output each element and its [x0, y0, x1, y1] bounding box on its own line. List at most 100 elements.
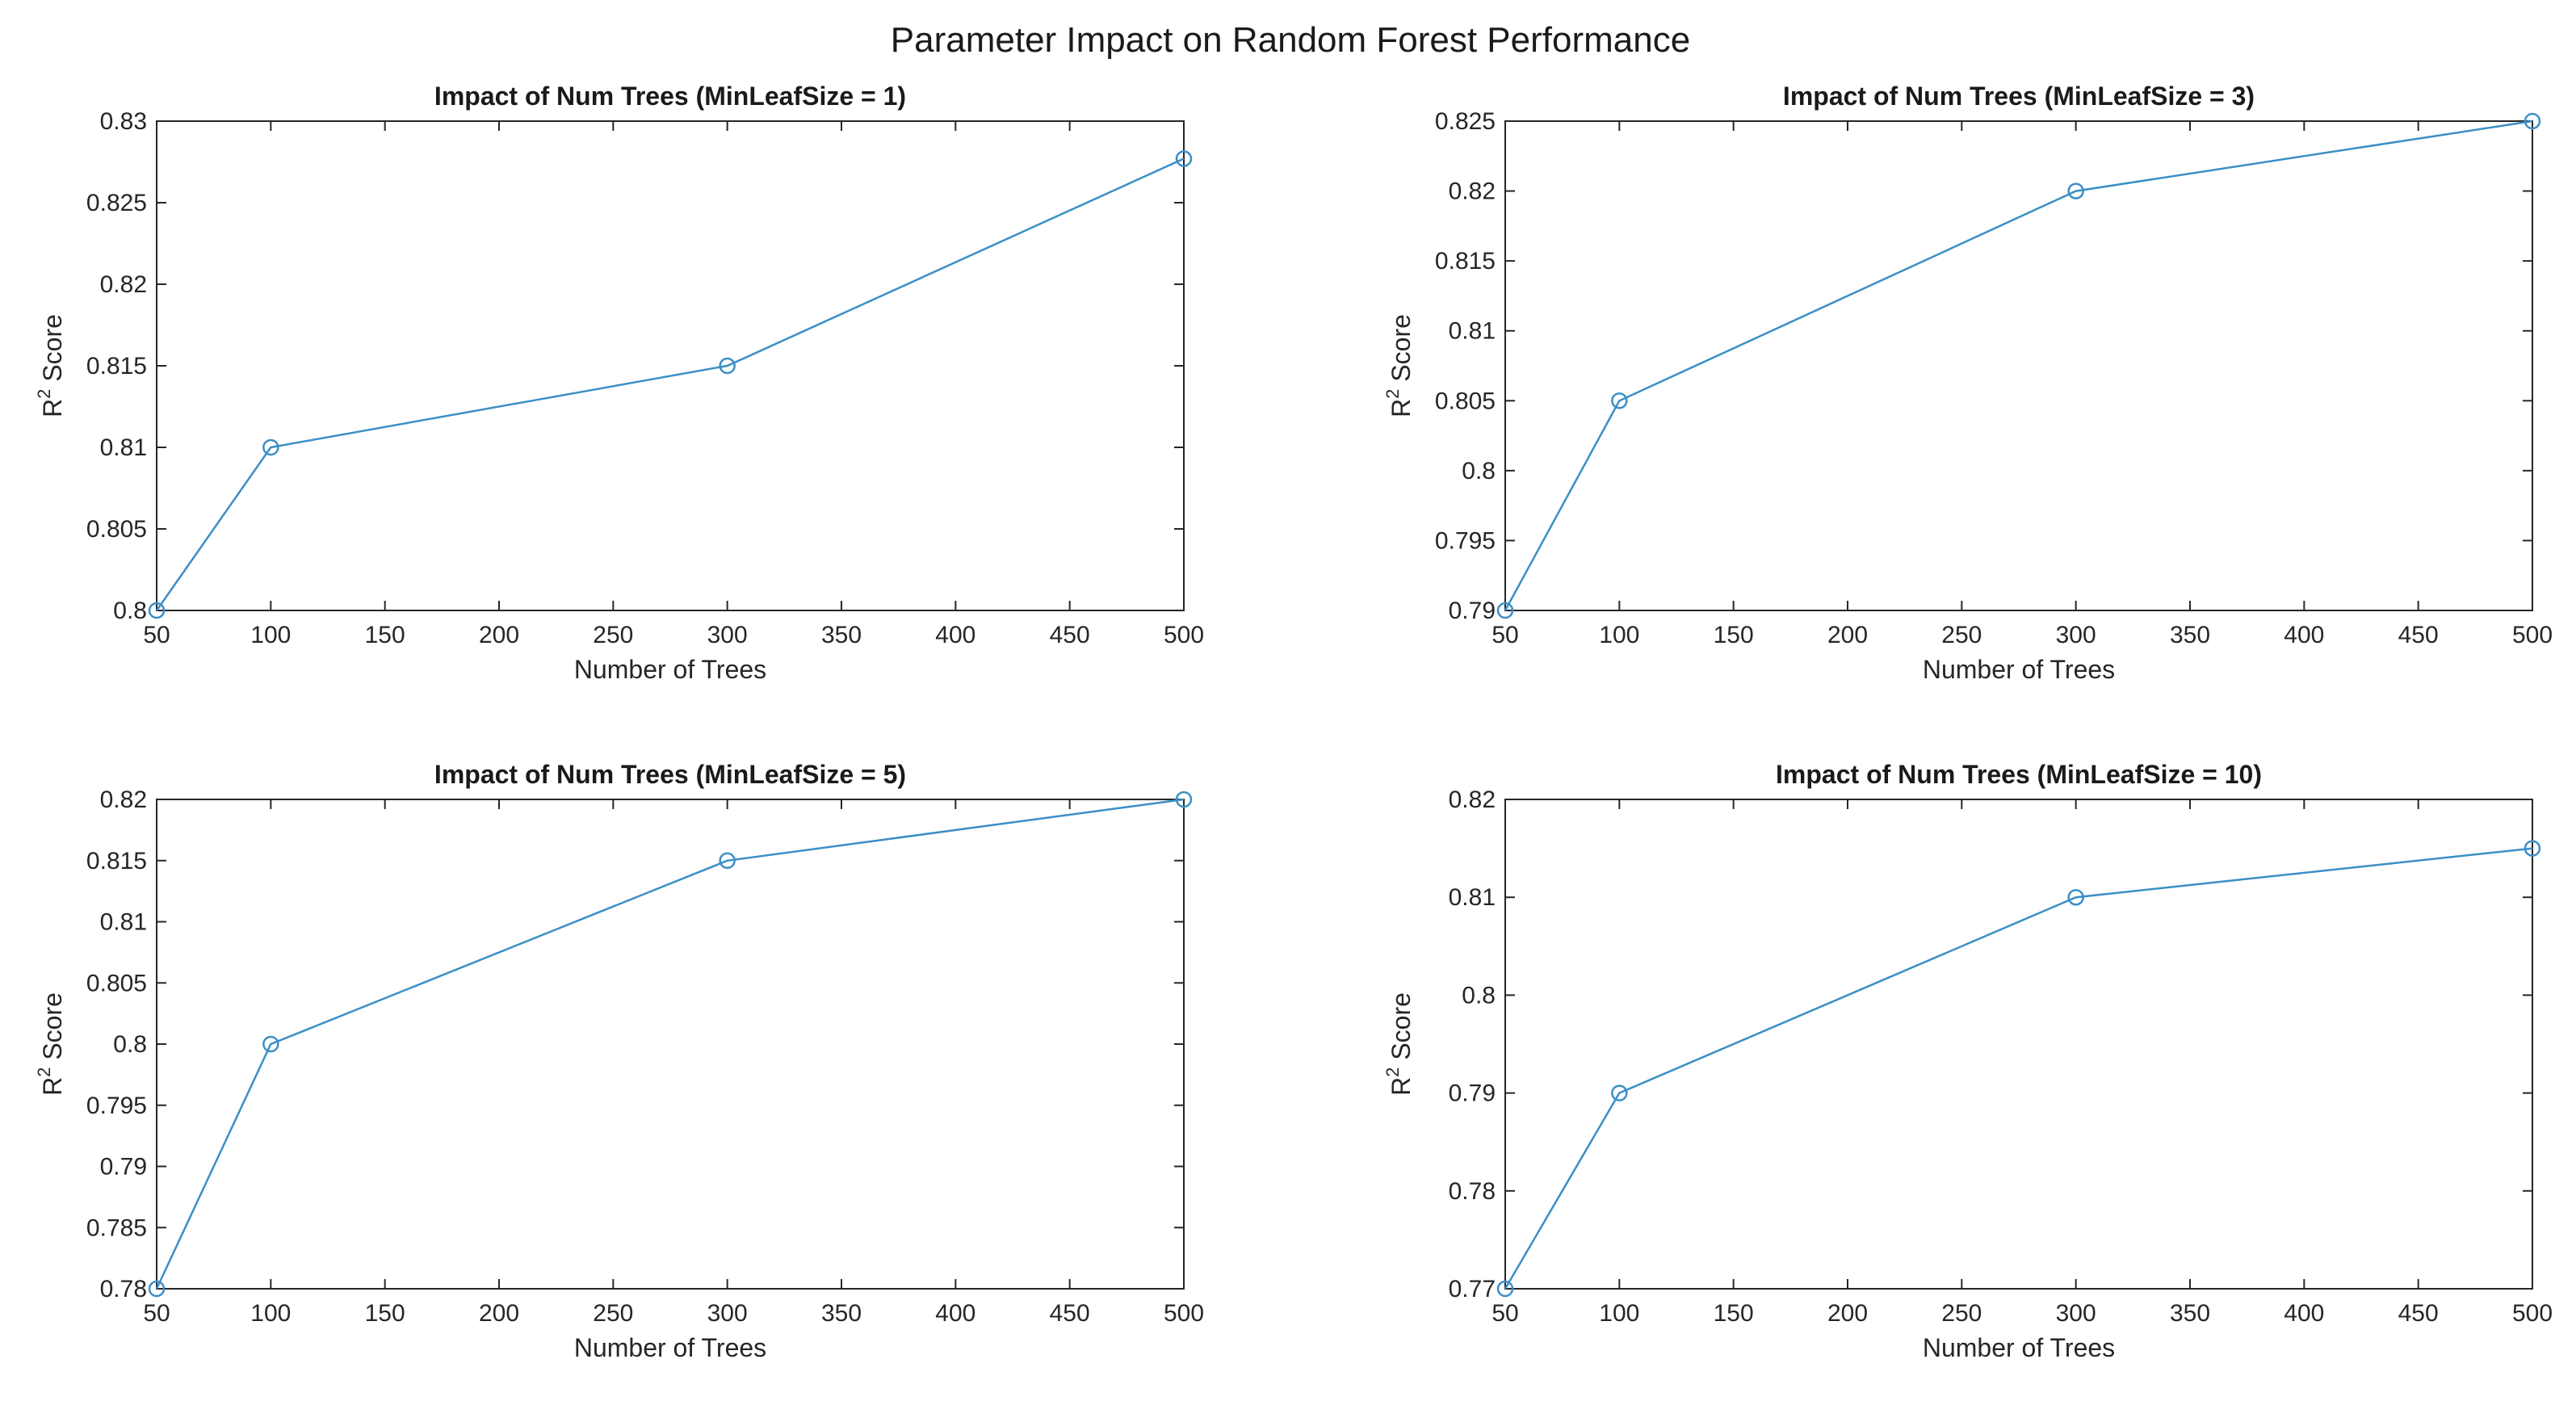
subplot-title: Impact of Num Trees (MinLeafSize = 10) [1776, 760, 2262, 789]
y-axis-label: R2 Score [1382, 992, 1416, 1096]
x-tick-label: 500 [2512, 622, 2553, 648]
data-point [148, 602, 166, 619]
x-tick-label: 250 [1941, 622, 1982, 648]
y-tick-label: 0.8 [113, 598, 147, 624]
data-point [2524, 840, 2541, 857]
y-tick-label: 0.81 [1449, 884, 1496, 911]
data-point [1611, 1084, 1628, 1101]
y-tick-label: 0.81 [100, 434, 147, 461]
subplot-4: Impact of Num Trees (MinLeafSize = 10) 50… [1382, 760, 2553, 1362]
figure-title: Parameter Impact on Random Forest Perfor… [891, 20, 1690, 60]
x-tick-label: 400 [2284, 1300, 2324, 1327]
y-tick-label: 0.78 [100, 1276, 147, 1302]
y-tick-label: 0.805 [86, 970, 147, 996]
data-point [1496, 1280, 1514, 1298]
series-line [1504, 120, 2533, 611]
y-tick-label: 0.825 [86, 190, 147, 216]
subplot-grid: Impact of Num Trees (MinLeafSize = 1) 50 1… [34, 82, 2553, 1362]
plot-area-frame [1504, 799, 2533, 1290]
x-tick-label: 500 [1164, 1300, 1204, 1327]
plot-area-frame [156, 799, 1185, 1290]
x-tick-label: 100 [250, 1300, 291, 1327]
y-tick-label: 0.785 [86, 1214, 147, 1241]
x-tick-label: 450 [1050, 1300, 1090, 1327]
y-tick-label: 0.815 [86, 848, 147, 875]
y-tick-label: 0.82 [1449, 178, 1496, 205]
x-tick-label: 50 [1491, 622, 1518, 648]
y-axis-label: R2 Score [34, 992, 67, 1096]
x-tick-label: 250 [593, 1300, 633, 1327]
y-tick-label: 0.81 [1449, 318, 1496, 345]
y-tick-label: 0.82 [100, 271, 147, 298]
data-point [719, 852, 736, 869]
x-axis-label: Number of Trees [574, 655, 766, 684]
x-tick-label: 150 [1714, 1300, 1754, 1327]
data-point [262, 438, 279, 456]
y-tick-label: 0.82 [1449, 786, 1496, 813]
series-line [155, 798, 1185, 1290]
x-tick-label: 400 [935, 1300, 975, 1327]
subplot-title: Impact of Num Trees (MinLeafSize = 5) [434, 760, 906, 789]
y-tick-label: 0.795 [86, 1093, 147, 1119]
y-tick-label: 0.78 [1449, 1178, 1496, 1205]
x-tick-label: 50 [143, 1300, 170, 1327]
y-tick-label: 0.77 [1449, 1276, 1496, 1302]
y-tick-label: 0.8 [1462, 458, 1496, 484]
subplot-3: Impact of Num Trees (MinLeafSize = 5) 50 1… [34, 760, 1204, 1362]
x-tick-label: 100 [1599, 1300, 1639, 1327]
x-tick-label: 350 [821, 622, 862, 648]
y-tick-label: 0.815 [86, 353, 147, 380]
data-point [148, 1280, 166, 1298]
x-tick-label: 150 [1714, 622, 1754, 648]
series-line [1504, 847, 2533, 1290]
x-tick-label: 500 [1164, 622, 1204, 648]
y-tick-label: 0.79 [1449, 1080, 1496, 1107]
x-tick-label: 200 [479, 622, 519, 648]
x-tick-label: 450 [1050, 622, 1090, 648]
subplot-title: Impact of Num Trees (MinLeafSize = 3) [1783, 82, 2255, 111]
plot-area-frame [1504, 120, 2533, 611]
data-point [2067, 888, 2084, 906]
y-tick-label: 0.81 [100, 909, 147, 936]
subplot-title: Impact of Num Trees (MinLeafSize = 1) [434, 82, 906, 111]
y-tick-label: 0.8 [1462, 982, 1496, 1009]
x-tick-label: 150 [365, 622, 405, 648]
x-axis-label: Number of Trees [1923, 655, 2115, 684]
x-tick-label: 200 [479, 1300, 519, 1327]
x-tick-label: 100 [1599, 622, 1639, 648]
x-tick-label: 200 [1827, 622, 1868, 648]
x-tick-label: 200 [1827, 1300, 1868, 1327]
y-tick-label: 0.82 [100, 786, 147, 813]
x-tick-label: 350 [2170, 1300, 2210, 1327]
x-tick-label: 150 [365, 1300, 405, 1327]
x-tick-label: 250 [1941, 1300, 1982, 1327]
plot-area-frame [156, 120, 1185, 611]
y-tick-label: 0.815 [1435, 248, 1496, 275]
y-tick-label: 0.79 [100, 1154, 147, 1181]
data-point [262, 1035, 279, 1053]
x-axis-label: Number of Trees [1923, 1333, 2115, 1362]
x-tick-label: 400 [935, 622, 975, 648]
data-point [1496, 602, 1514, 619]
subplot-2: Impact of Num Trees (MinLeafSize = 3) 50 1… [1382, 82, 2553, 684]
x-tick-label: 250 [593, 622, 633, 648]
x-tick-label: 300 [707, 622, 748, 648]
x-tick-label: 50 [143, 622, 170, 648]
data-point [2524, 112, 2541, 130]
data-point [1611, 392, 1628, 409]
y-tick-label: 0.825 [1435, 108, 1496, 135]
data-point [1175, 791, 1193, 808]
x-tick-label: 300 [2056, 622, 2096, 648]
y-tick-label: 0.8 [113, 1031, 147, 1058]
data-point [2067, 182, 2084, 199]
y-tick-label: 0.805 [86, 516, 147, 543]
y-axis-label: R2 Score [1382, 314, 1416, 417]
subplot-1: Impact of Num Trees (MinLeafSize = 1) 50 1… [34, 82, 1204, 684]
y-tick-label: 0.805 [1435, 388, 1496, 414]
data-point [719, 357, 736, 375]
x-tick-label: 350 [821, 1300, 862, 1327]
x-tick-label: 450 [2398, 622, 2439, 648]
y-tick-label: 0.795 [1435, 527, 1496, 554]
x-tick-label: 300 [2056, 1300, 2096, 1327]
